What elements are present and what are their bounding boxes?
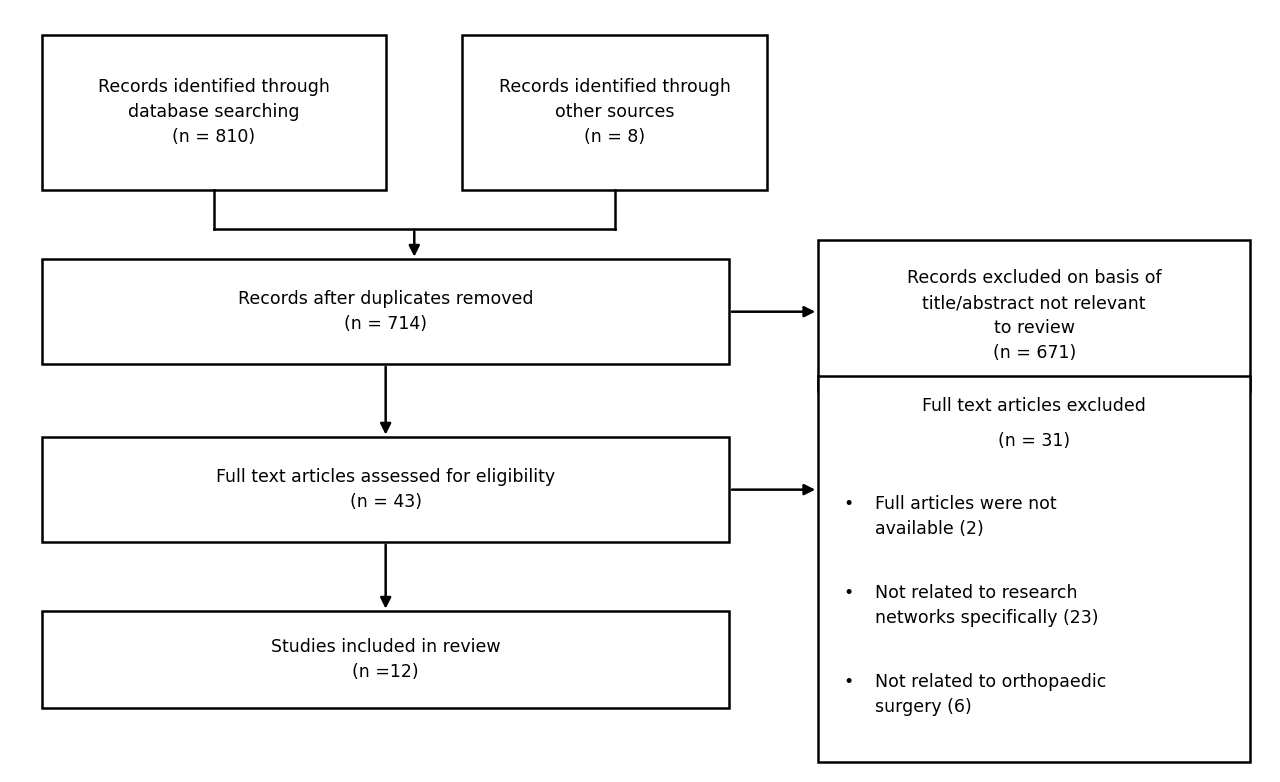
Text: Not related to research
networks specifically (23): Not related to research networks specifi…	[876, 584, 1098, 627]
Text: Records identified through
other sources
(n = 8): Records identified through other sources…	[499, 78, 731, 146]
Text: Records excluded on basis of
title/abstract not relevant
to review
(n = 671): Records excluded on basis of title/abstr…	[908, 269, 1161, 362]
Text: Studies included in review
(n =12): Studies included in review (n =12)	[271, 638, 500, 681]
Bar	[42, 260, 730, 364]
Bar	[462, 35, 767, 190]
Text: Records identified through
database searching
(n = 810): Records identified through database sear…	[99, 78, 330, 146]
Text: Full text articles excluded: Full text articles excluded	[923, 397, 1146, 415]
Bar	[42, 612, 730, 708]
Bar	[818, 375, 1251, 762]
Text: Records after duplicates removed
(n = 714): Records after duplicates removed (n = 71…	[238, 290, 534, 333]
Text: •: •	[844, 673, 854, 691]
Text: •: •	[844, 496, 854, 514]
Text: Full text articles assessed for eligibility
(n = 43): Full text articles assessed for eligibil…	[216, 468, 556, 511]
Text: (n = 31): (n = 31)	[998, 432, 1070, 450]
Bar	[42, 437, 730, 542]
Text: Not related to orthopaedic
surgery (6): Not related to orthopaedic surgery (6)	[876, 673, 1107, 716]
Text: •: •	[844, 584, 854, 602]
Bar	[818, 240, 1251, 391]
Bar	[42, 35, 385, 190]
Text: Full articles were not
available (2): Full articles were not available (2)	[876, 496, 1057, 539]
